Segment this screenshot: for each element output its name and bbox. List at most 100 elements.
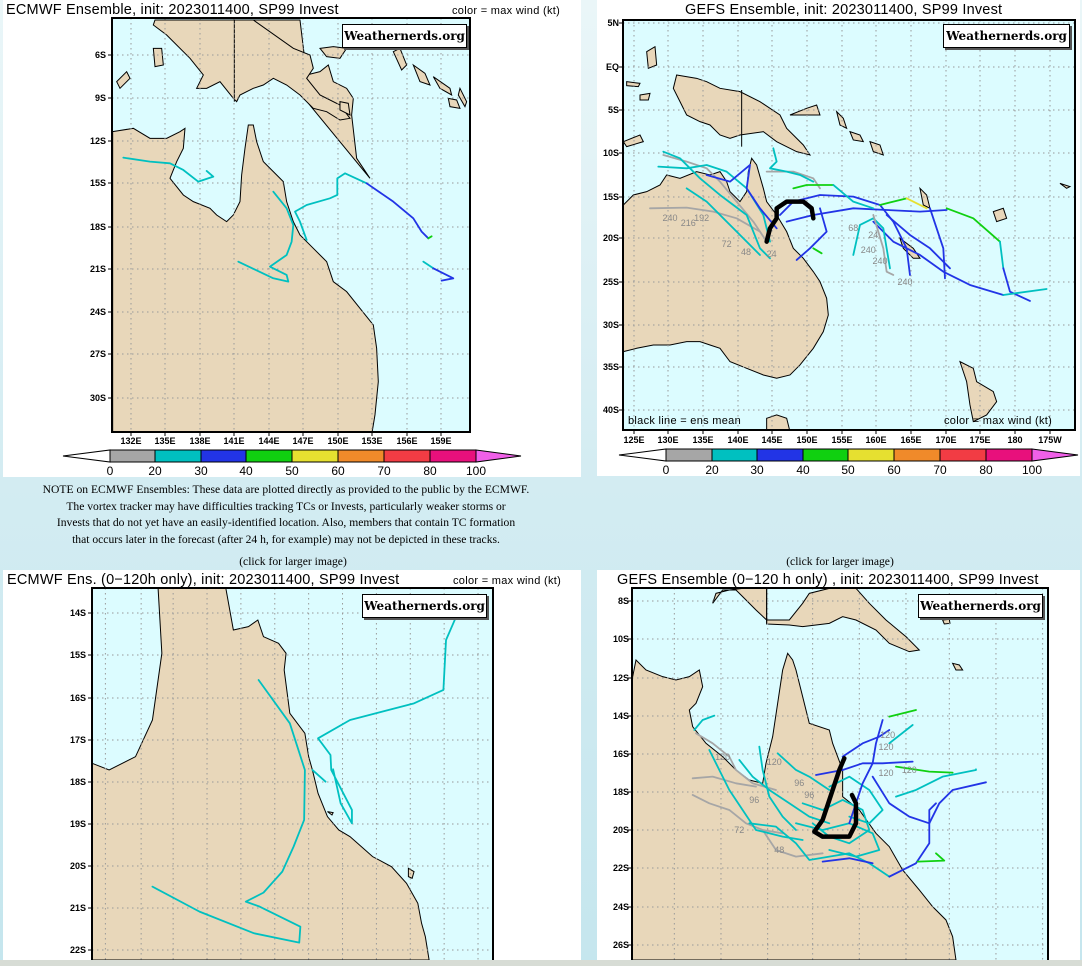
landmass <box>413 65 430 85</box>
ensemble-member-track <box>889 803 936 876</box>
colorbar-bin <box>939 448 987 462</box>
landmass <box>408 868 414 878</box>
ensemble-member-track <box>829 777 882 824</box>
landmass <box>320 47 347 59</box>
lat-label: 35S <box>602 362 619 372</box>
lat-label: 9S <box>94 93 106 103</box>
colorbar-high-arrow <box>475 449 522 463</box>
ensemble-member-track <box>687 188 760 255</box>
track-hour-label: 240 <box>860 244 876 255</box>
ensemble-member-track <box>816 762 913 775</box>
lon-label: 125E <box>623 435 645 445</box>
track-hour-label: 24 <box>868 229 879 240</box>
colorbar-tick-label: 30 <box>194 464 208 478</box>
track-hour-label: 216 <box>680 218 696 229</box>
landmass <box>153 20 350 120</box>
track-hour-label: 96 <box>804 789 815 800</box>
colorbar-bin <box>109 449 156 463</box>
ensemble-member-track <box>889 710 916 717</box>
ensemble-mean-track <box>814 758 856 836</box>
ensemble-member-track <box>930 208 945 278</box>
colorbar-tick-label: 40 <box>796 463 810 477</box>
ensemble-member-track <box>947 208 1000 241</box>
lon-label: 147E <box>292 436 314 446</box>
lat-label: 15S <box>89 178 106 188</box>
colorbar-bin <box>847 448 895 462</box>
landmass <box>1060 183 1070 188</box>
map-frame <box>111 17 471 433</box>
lat-label: 20S <box>602 233 619 243</box>
colorbar-low-arrow <box>62 449 111 463</box>
lat-label: 22S <box>69 945 86 955</box>
ensemble-member-track <box>767 172 820 189</box>
lon-label: 130E <box>657 435 679 445</box>
track-hour-label: 192 <box>694 213 710 224</box>
lat-label: 18S <box>69 777 86 787</box>
colorbar-tick-label: 0 <box>106 464 114 478</box>
track-hour-label: 240 <box>897 276 913 287</box>
ensemble-member-track <box>793 185 833 188</box>
ensemble-member-track <box>887 215 950 268</box>
click-larger-link-right[interactable]: (click for larger image) <box>786 555 894 568</box>
lat-label: 12S <box>89 136 106 146</box>
colorbar-tick-label: 40 <box>239 464 253 478</box>
lat-label: EQ <box>605 62 619 72</box>
colorbar-tick-label: 80 <box>423 464 437 478</box>
colorbar-bin <box>665 448 713 462</box>
landmass <box>640 93 650 100</box>
lat-label: 24S <box>89 307 106 317</box>
landmass <box>627 82 640 87</box>
ensemble-member-track <box>853 218 890 268</box>
gefs-full-title: GEFS Ensemble, init: 2023011400, SP99 In… <box>685 2 1003 18</box>
lat-label: 10S <box>612 634 629 644</box>
ensemble-member-track <box>658 165 770 242</box>
track-hour-label: 68 <box>848 223 859 234</box>
lat-label: 27S <box>89 349 106 359</box>
ensemble-member-track <box>367 183 429 238</box>
landmass <box>458 88 466 106</box>
ensemble-member-track <box>1000 242 1003 269</box>
lat-label: 14S <box>69 608 86 618</box>
ensemble-member-track <box>833 185 873 208</box>
ensemble-member-track <box>896 767 953 773</box>
track-hour-label: 120 <box>878 741 894 752</box>
colorbar-bin <box>337 449 385 463</box>
colorbar-tick-label: 80 <box>979 463 993 477</box>
ecmwf-120h-title: ECMWF Ens. (0−120h only), init: 20230114… <box>7 572 400 588</box>
colorbar-high-arrow <box>1031 448 1079 462</box>
colorbar-tick-label: 70 <box>377 464 391 478</box>
lat-label: 15S <box>69 650 86 660</box>
landmass <box>647 47 657 69</box>
gefs-120h-title: GEFS Ensemble (0−120 h only) , init: 202… <box>617 572 1039 588</box>
lon-label: 156E <box>396 436 418 446</box>
lon-label: 155E <box>831 435 853 445</box>
gefs-120h-watermark: Weathernerds.org <box>918 594 1043 618</box>
ensemble-member-track <box>663 155 766 242</box>
landmass <box>117 72 130 89</box>
colorbar-tick-label: 100 <box>465 464 487 478</box>
landmass <box>113 125 379 432</box>
lat-label: 18S <box>89 222 106 232</box>
lat-label: 30S <box>602 320 619 330</box>
lat-label: 18S <box>612 787 629 797</box>
lat-label: 22S <box>612 863 629 873</box>
lon-label: 170E <box>935 435 957 445</box>
lat-label: 5N <box>607 18 619 28</box>
colorbar-tick-label: 70 <box>933 463 947 477</box>
colorbar-bin <box>245 449 293 463</box>
colorbar-bin <box>893 448 941 462</box>
lon-label: 141E <box>223 436 245 446</box>
ensemble-member-track <box>650 208 760 232</box>
colorbar-tick-label: 20 <box>705 463 719 477</box>
ensemble-member-track <box>889 725 912 743</box>
landmass <box>943 619 950 624</box>
ensemble-member-track <box>880 198 907 205</box>
click-larger-link-left[interactable]: (click for larger image) <box>239 555 347 568</box>
ensemble-member-track <box>707 165 777 228</box>
lon-label: 165E <box>900 435 922 445</box>
page-footer-bar <box>0 960 1082 966</box>
lon-label: 159E <box>430 436 452 446</box>
lat-label: 5S <box>607 105 619 115</box>
colorbar-tick-label: 20 <box>148 464 162 478</box>
ensemble-member-track <box>739 760 829 823</box>
